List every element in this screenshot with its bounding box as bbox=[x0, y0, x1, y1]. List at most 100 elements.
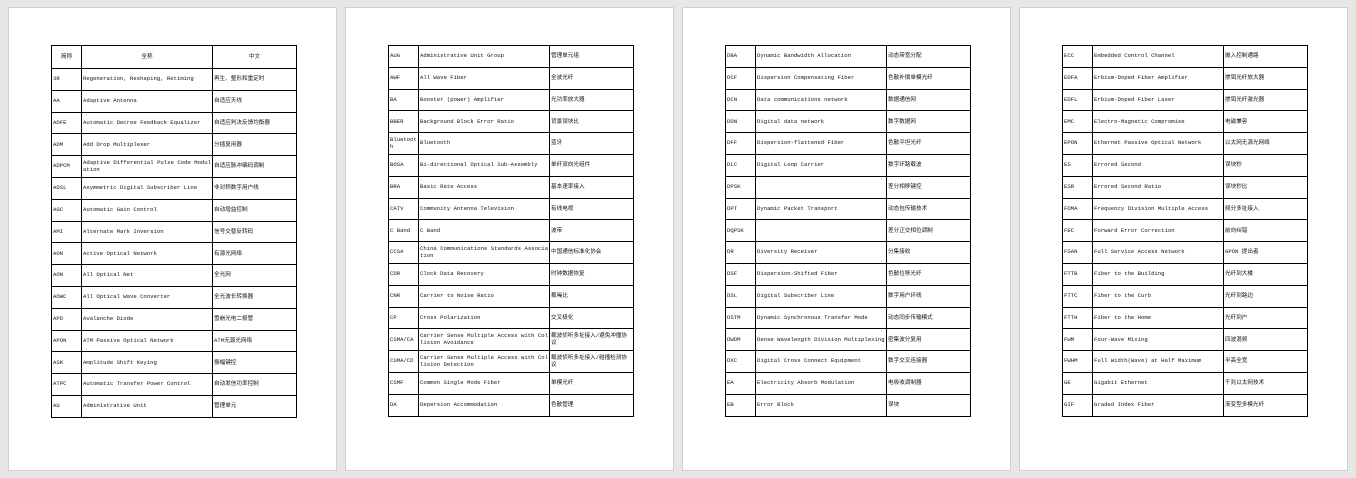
table-row: DFF Dispersion-flattened Fiber 色散平坦光纤 bbox=[725, 132, 971, 155]
full-name-cell: Carrier to Noise Ratio bbox=[418, 284, 550, 308]
table-row: DPSK 差分相移键控 bbox=[725, 175, 971, 199]
abbreviation-cell: CDR bbox=[388, 262, 419, 286]
full-name-cell: Errored Second bbox=[1092, 153, 1224, 177]
table-row: 3R Regeneration, Reshaping, Retiming 再生、整形… bbox=[51, 68, 297, 91]
full-name-cell: Gigabit Ethernet bbox=[1092, 371, 1224, 395]
full-name-cell: Clock Data Recovery bbox=[418, 262, 550, 286]
chinese-cell: 误块 bbox=[886, 393, 971, 417]
document-page: DBA Dynamic Bandwidth Allocation 动态带宽分配 DCF… bbox=[682, 7, 1011, 471]
full-name-cell: All Wave Fiber bbox=[418, 66, 550, 90]
chinese-cell: 渐变型多模光纤 bbox=[1223, 393, 1308, 417]
table-row: GIF Graded Index Fiber 渐变型多模光纤 bbox=[1062, 393, 1308, 417]
abbreviation-cell: DFF bbox=[725, 132, 756, 155]
chinese-cell: 电吸收调制器 bbox=[886, 371, 971, 395]
full-name-cell: Data communications network bbox=[755, 88, 887, 112]
table-row: EMC Electro-Magnetic Compromise 电磁兼容 bbox=[1062, 110, 1308, 134]
full-name-cell: All Optical Wave Converter bbox=[81, 285, 213, 309]
document-page: AUG Administrative Unit Group 管理单元组 AWF All … bbox=[345, 7, 674, 471]
chinese-cell: 有线电视 bbox=[549, 197, 634, 221]
abbreviation-cell: ATPC bbox=[51, 373, 82, 396]
table-row: C Band C Band 波带 bbox=[388, 219, 634, 243]
full-name-cell: Adaptive Differential Pulse Code Modulat… bbox=[81, 155, 213, 178]
table-row: CSMA/CD Carrier Sense Multiple Access wit… bbox=[388, 350, 634, 373]
abbreviation-cell: DDN bbox=[725, 110, 756, 134]
abbreviation-cell: AMI bbox=[51, 220, 82, 244]
table-row: CNR Carrier to Noise Ratio 载噪比 bbox=[388, 284, 634, 308]
abbreviation-cell: FTTC bbox=[1062, 284, 1093, 308]
full-name-cell: Booster (power) Amplifier bbox=[418, 88, 550, 112]
chinese-cell: 再生、整形和重定时 bbox=[212, 68, 297, 91]
table-row: CATV Community Antenna Television 有线电视 bbox=[388, 197, 634, 221]
chinese-cell: 以太网无源光网络 bbox=[1223, 132, 1308, 155]
full-name-cell: Electro-Magnetic Compromise bbox=[1092, 110, 1224, 134]
full-name-cell: Graded Index Fiber bbox=[1092, 393, 1224, 417]
table-row: DXC Digital Cross Connect Equipment 数字交叉连接… bbox=[725, 350, 971, 373]
table-row: EDFL Erbium-Doped Fiber Laser 掺铒光纤激光器 bbox=[1062, 88, 1308, 112]
chinese-cell: 光功率放大器 bbox=[549, 88, 634, 112]
chinese-cell: ATM无源光网络 bbox=[212, 329, 297, 353]
full-name-cell: Full Width(Wave) at Half Maximum bbox=[1092, 350, 1224, 373]
chinese-cell: 光纤到大楼 bbox=[1223, 262, 1308, 286]
table-row: DSTM Dynamic Synchronous Transfer Mode 动态同… bbox=[725, 306, 971, 330]
full-name-cell: Erbium-Doped Fiber Laser bbox=[1092, 88, 1224, 112]
abbreviation-cell: DWDM bbox=[725, 328, 756, 352]
abbreviation-cell: Bluetooth bbox=[388, 132, 419, 155]
full-name-cell: Background Block Error Ratio bbox=[418, 110, 550, 134]
chinese-cell: GPON 提出者 bbox=[1223, 241, 1308, 264]
abbreviation-cell: DCF bbox=[725, 66, 756, 90]
full-name-cell: Fiber to the Curb bbox=[1092, 284, 1224, 308]
table-row: FTTC Fiber to the Curb 光纤到路边 bbox=[1062, 284, 1308, 308]
abbreviation-cell: AU bbox=[51, 394, 82, 418]
chinese-cell: 载波侦听多址接入/碰撞检测协议 bbox=[549, 350, 634, 373]
full-name-cell bbox=[755, 219, 887, 243]
abbreviation-cell: EA bbox=[725, 371, 756, 395]
chinese-cell: 自适应天线 bbox=[212, 89, 297, 113]
full-name-cell: Administrative Unit bbox=[81, 394, 213, 418]
table-row: DR Diversity Receiver 分集接收 bbox=[725, 241, 971, 264]
abbreviation-cell: EDFA bbox=[1062, 66, 1093, 90]
table-row: CSMA/CA Carrier Sense Multiple Access wit… bbox=[388, 328, 634, 352]
full-name-cell: Cross Polarization bbox=[418, 306, 550, 330]
chinese-cell: 管理单元组 bbox=[549, 45, 634, 68]
table-row: AWF All Wave Fiber 全波光纤 bbox=[388, 66, 634, 90]
table-row: APON ATM Passive Optical Network ATM无源光网络 bbox=[51, 329, 297, 353]
abbreviation-cell: ECC bbox=[1062, 45, 1093, 68]
full-name-cell: Ethernet Passive Optical Network bbox=[1092, 132, 1224, 155]
full-name-cell: Administrative Unit Group bbox=[418, 45, 550, 68]
column-header: 简称 bbox=[51, 45, 82, 69]
table-row: DSF Dispersion-Shifted Fiber 色散位移光纤 bbox=[725, 262, 971, 286]
abbreviation-cell: ESR bbox=[1062, 175, 1093, 199]
chinese-cell: 振幅键控 bbox=[212, 351, 297, 375]
full-name-cell: Depersion Accommodation bbox=[418, 393, 550, 417]
chinese-cell: 电磁兼容 bbox=[1223, 110, 1308, 134]
chinese-cell: 背景误块比 bbox=[549, 110, 634, 134]
chinese-cell: 数据通信网 bbox=[886, 88, 971, 112]
full-name-cell: Automatic Transfer Power Control bbox=[81, 373, 213, 396]
chinese-cell: 中国通信标准化协会 bbox=[549, 241, 634, 264]
abbreviation-cell: EB bbox=[725, 393, 756, 417]
full-name-cell: Dynamic Bandwidth Allocation bbox=[755, 45, 887, 68]
table-row: DLC Digital Loop Carrier 数字环路载波 bbox=[725, 153, 971, 177]
table-row: CDR Clock Data Recovery 时钟数据恢复 bbox=[388, 262, 634, 286]
table-row: FDMA Frequency Division Multiple Access 频分… bbox=[1062, 197, 1308, 221]
chinese-cell: 数字数据网 bbox=[886, 110, 971, 134]
full-name-cell: Forward Error Correction bbox=[1092, 219, 1224, 243]
table-row: AU Administrative Unit 管理单元 bbox=[51, 394, 297, 418]
chinese-cell: 单纤双向光组件 bbox=[549, 153, 634, 177]
abbreviation-cell: DPT bbox=[725, 197, 756, 221]
abbreviation-cell: 3R bbox=[51, 68, 82, 91]
table-row: BA Booster (power) Amplifier 光功率放大器 bbox=[388, 88, 634, 112]
chinese-cell: 自适应判决反馈均衡器 bbox=[212, 111, 297, 135]
chinese-cell: 载噪比 bbox=[549, 284, 634, 308]
full-name-cell: Fiber to the Building bbox=[1092, 262, 1224, 286]
chinese-cell: 前向纠错 bbox=[1223, 219, 1308, 243]
table-row: CP Cross Polarization 交叉极化 bbox=[388, 306, 634, 330]
chinese-cell: 非对称数字用户线 bbox=[212, 176, 297, 200]
table-row: ADM Add Drop Multiplexer 分插复用器 bbox=[51, 133, 297, 157]
chinese-cell: 全波光纤 bbox=[549, 66, 634, 90]
abbreviation-cell: BOSA bbox=[388, 153, 419, 177]
table-row: BRA Basic Rate Access 基本速率接入 bbox=[388, 175, 634, 199]
full-name-cell: Community Antenna Television bbox=[418, 197, 550, 221]
chinese-cell: 差分正交相位调制 bbox=[886, 219, 971, 243]
table-row: DA Depersion Accommodation 色散管理 bbox=[388, 393, 634, 417]
